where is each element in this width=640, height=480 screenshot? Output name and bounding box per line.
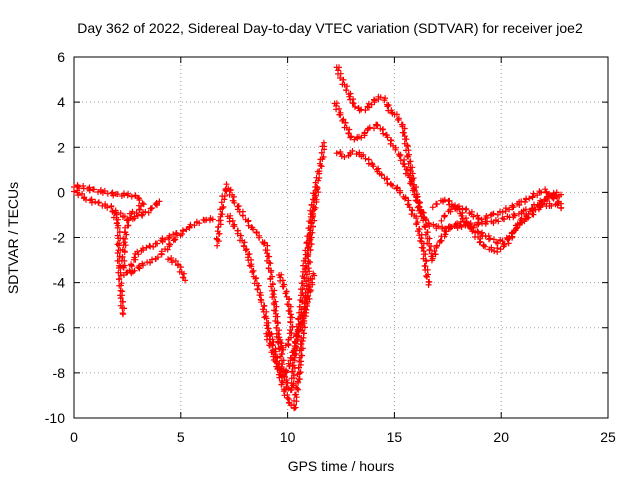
data-point-track bbox=[438, 186, 565, 224]
y-tick-label: 0 bbox=[57, 184, 65, 200]
x-tick-label: 20 bbox=[493, 429, 509, 445]
data-point-track bbox=[429, 189, 560, 255]
data-point-track bbox=[165, 255, 189, 284]
data-point-track bbox=[263, 270, 318, 380]
y-tick-label: -4 bbox=[53, 275, 66, 291]
x-tick-label: 5 bbox=[177, 429, 185, 445]
data-point-track bbox=[333, 148, 433, 288]
x-tick-label: 15 bbox=[387, 429, 403, 445]
data-point-track bbox=[224, 184, 322, 412]
y-axis-label: SDTVAR / TECUs bbox=[5, 182, 21, 294]
y-tick-label: -6 bbox=[53, 320, 66, 336]
x-tick-label: 10 bbox=[280, 429, 296, 445]
y-tick-label: -10 bbox=[45, 410, 65, 426]
x-axis-label: GPS time / hours bbox=[288, 458, 395, 474]
x-tick-label: 0 bbox=[70, 429, 78, 445]
data-point-track bbox=[71, 187, 128, 318]
y-tick-label: -8 bbox=[53, 365, 66, 381]
data-point-track bbox=[126, 230, 180, 274]
data-point-track bbox=[109, 198, 163, 224]
y-tick-label: 2 bbox=[57, 139, 65, 155]
y-tick-label: 4 bbox=[57, 94, 65, 110]
data-series bbox=[71, 64, 565, 412]
chart-title: Day 362 of 2022, Sidereal Day-to-day VTE… bbox=[77, 20, 583, 36]
y-tick-label: 6 bbox=[57, 49, 65, 65]
x-tick-label: 25 bbox=[600, 429, 616, 445]
data-point-track bbox=[273, 271, 296, 353]
axis-ticks: 0 5 10 15 20 25 -10 -8 -6 -4 -2 0 2 4 6 bbox=[45, 49, 616, 445]
data-point-track bbox=[71, 182, 216, 278]
data-layer bbox=[71, 64, 565, 412]
y-tick-label: -2 bbox=[53, 230, 66, 246]
